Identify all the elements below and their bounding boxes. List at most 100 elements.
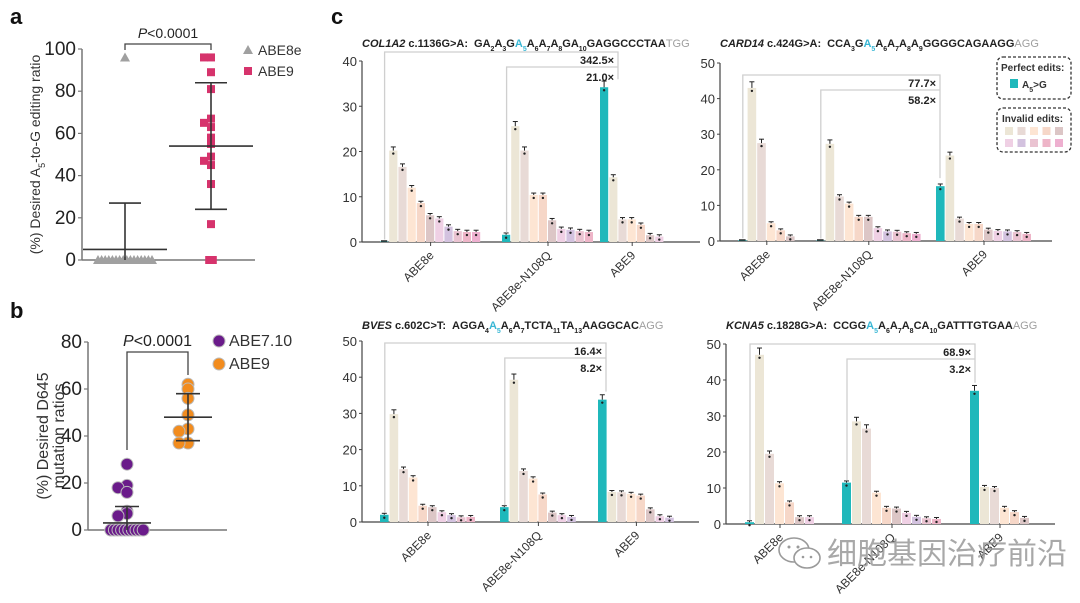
- legend-swatch-invalid: [1005, 139, 1013, 147]
- y-axis-label: (%) Desired D645 mutation ratios: [35, 372, 68, 499]
- bar-invalid-edit: [520, 150, 529, 242]
- replicate-dot: [779, 232, 782, 235]
- replicate-dot: [798, 518, 801, 522]
- legend-swatch-invalid: [1030, 127, 1038, 135]
- replicate-dot: [987, 231, 990, 234]
- replicate-dot: [958, 220, 961, 223]
- sequence-part: A: [501, 320, 509, 332]
- panel-c-col1a2-bar-chart: COL1A2 c.1136G>A: GA2A3GA5A6A7A8GA10GAGGCC…: [343, 38, 700, 314]
- bar-group-abe8e-n108q: [816, 139, 921, 241]
- replicate-dot: [587, 233, 591, 237]
- replicate-dot: [915, 518, 918, 521]
- bar-invalid-edit: [617, 492, 626, 522]
- p-value: <0.0001: [134, 333, 192, 350]
- bar-group-abe8e-n108q: [842, 416, 941, 524]
- mutation-label: c.1828G>A:: [767, 320, 827, 332]
- bar-invalid-edit: [453, 231, 462, 242]
- target-base: A: [489, 320, 497, 332]
- bar-invalid-edit: [462, 232, 471, 242]
- fold-change-bracket-inner: 8.2×: [504, 357, 606, 506]
- sequence-part: GAGGCCCTAA: [587, 38, 666, 50]
- significance-bracket: P<0.0001: [123, 333, 192, 450]
- y-tick-label: 40: [707, 373, 721, 388]
- panel-letter-c: c: [331, 4, 343, 29]
- data-point: [120, 457, 134, 471]
- replicate-dot: [875, 494, 878, 497]
- bar-invalid-edit: [398, 166, 407, 242]
- bar-invalid-edit: [548, 512, 557, 522]
- bar-invalid-edit: [584, 232, 593, 242]
- replicate-dot: [570, 518, 573, 522]
- replicate-dot: [748, 524, 751, 527]
- legend-item-abe7.10: ABE7.10: [212, 333, 292, 350]
- replicate-dot: [855, 423, 858, 426]
- bar-perfect-edit: [598, 399, 607, 522]
- bar-group-abe8e: [380, 409, 475, 522]
- legend-marker-triangle: [243, 45, 253, 54]
- replicate-dot: [612, 179, 615, 182]
- legend-marker-square: [244, 67, 252, 75]
- sequence-part: A: [539, 38, 547, 50]
- bar-perfect-edit: [500, 507, 509, 522]
- replicate-dot: [769, 225, 773, 228]
- replicate-dot: [610, 493, 614, 497]
- target-base: 5: [523, 46, 527, 53]
- bar-invalid-edit: [883, 231, 892, 241]
- bar-invalid-edit: [775, 483, 784, 524]
- x-category-label: ABE9: [959, 247, 991, 279]
- y-tick-label: 10: [343, 190, 357, 205]
- target-sequence: CCA3GA5A6A7A8A9GGGGCAGAAGGAGG: [827, 38, 1039, 53]
- mutation-label: c.1136G>A:: [408, 38, 468, 50]
- replicate-dot: [778, 485, 781, 488]
- bar-invalid-edit: [528, 478, 538, 522]
- legend-perfect-edits: Perfect edits: A5>G: [996, 56, 1072, 100]
- pam-sequence: AGG: [1014, 38, 1038, 50]
- legend-label: ABE8e: [258, 42, 302, 58]
- replicate-dot: [857, 218, 860, 221]
- legend-swatch-invalid: [1042, 139, 1051, 147]
- replicate-dot: [983, 488, 986, 492]
- bar-invalid-edit: [566, 229, 575, 242]
- legend-label-part: A: [1022, 80, 1029, 91]
- sequence-part: 6: [509, 328, 513, 335]
- legend-title: Invalid edits:: [1002, 114, 1063, 125]
- panel-letter-a: a: [10, 4, 23, 29]
- target-base: 5: [497, 328, 501, 335]
- bar-invalid-edit: [519, 470, 528, 522]
- p-symbol: P: [138, 25, 148, 41]
- bar-invalid-edit: [980, 486, 989, 524]
- data-point: [147, 255, 157, 264]
- fold-change-bracket-outer: 77.7×: [742, 74, 941, 239]
- bar-invalid-edit: [776, 230, 785, 241]
- replicate-dot: [658, 518, 662, 521]
- y-tick-label: 50: [701, 56, 715, 71]
- y-tick-label: 40: [61, 426, 82, 447]
- bar-invalid-edit: [529, 194, 538, 242]
- replicate-dot: [845, 484, 848, 487]
- replicate-dot: [456, 232, 459, 236]
- target-base: 5: [871, 46, 875, 53]
- replicate-dot: [876, 229, 880, 233]
- replicate-dot: [578, 232, 581, 236]
- legend-label-sub: 5: [1029, 87, 1033, 94]
- sequence-part: CA: [914, 320, 930, 332]
- replicate-dot: [630, 221, 633, 224]
- legend-item-abe9: ABE9: [212, 356, 270, 373]
- replicate-dot: [996, 232, 1000, 236]
- sequence-part: 8: [910, 328, 914, 335]
- bar-invalid-edit: [747, 87, 757, 241]
- replicate-dot: [948, 157, 952, 160]
- legend-swatch-invalid: [1055, 139, 1063, 147]
- bar-invalid-edit: [1000, 507, 1009, 524]
- pam-sequence: AGG: [639, 320, 663, 332]
- bar-invalid-edit: [575, 231, 584, 242]
- bar-invalid-edit: [389, 150, 398, 242]
- y-tick-label: 0: [350, 235, 357, 250]
- replicate-dot: [569, 231, 572, 234]
- panel-b-scatter: 0 20 40 60 80 (%) Desired D645 mutation ratios…: [35, 332, 292, 541]
- sequence-part: 10: [579, 46, 587, 53]
- bar-group-abe8e: [745, 347, 814, 527]
- bracket-line: [749, 343, 976, 521]
- bar-invalid-edit: [399, 469, 408, 522]
